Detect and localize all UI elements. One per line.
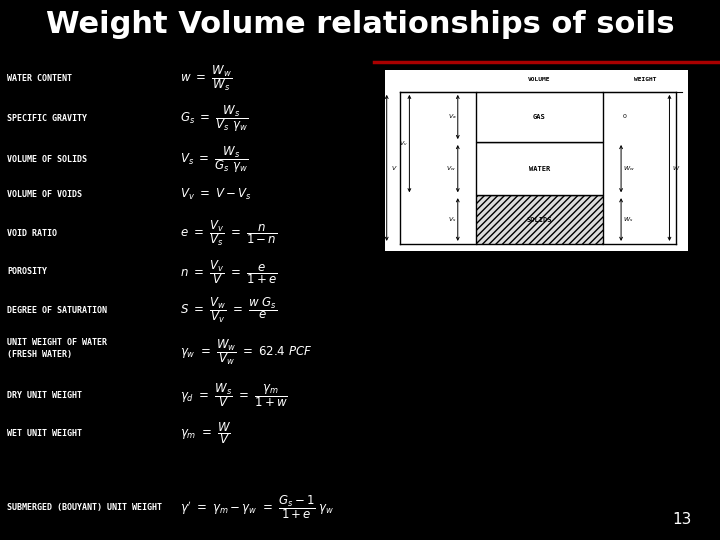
- Text: $V_a$: $V_a$: [448, 112, 456, 122]
- Text: $V_v$: $V_v$: [399, 139, 408, 148]
- Text: $V_s \ = \ \dfrac{W_s}{G_s \ \gamma_w}$: $V_s \ = \ \dfrac{W_s}{G_s \ \gamma_w}$: [180, 144, 248, 175]
- Text: $\gamma_d \ = \ \dfrac{W_s}{V} \ = \ \dfrac{\gamma_m}{1+w}$: $\gamma_d \ = \ \dfrac{W_s}{V} \ = \ \df…: [180, 381, 288, 409]
- Text: $W_s$: $W_s$: [623, 215, 633, 224]
- Text: $n \ = \ \dfrac{V_v}{V} \ = \ \dfrac{e}{1+e}$: $n \ = \ \dfrac{V_v}{V} \ = \ \dfrac{e}{…: [180, 258, 277, 286]
- Text: $\gamma' \ = \ \gamma_m - \gamma_w \ = \ \dfrac{G_s - 1}{1+e} \ \gamma_w$: $\gamma' \ = \ \gamma_m - \gamma_w \ = \…: [180, 494, 335, 522]
- Text: $\gamma_w \ = \ \dfrac{W_w}{V_w} \ = \ 62.4 \ PCF$: $\gamma_w \ = \ \dfrac{W_w}{V_w} \ = \ 6…: [180, 337, 312, 367]
- Text: WET UNIT WEIGHT: WET UNIT WEIGHT: [7, 429, 82, 437]
- Text: VOLUME OF VOIDS: VOLUME OF VOIDS: [7, 190, 82, 199]
- Text: $G_s \ = \ \dfrac{W_s}{V_s \ \gamma_w}$: $G_s \ = \ \dfrac{W_s}{V_s \ \gamma_w}$: [180, 103, 248, 134]
- Text: $V$: $V$: [391, 164, 397, 172]
- Text: $V_w$: $V_w$: [446, 164, 456, 173]
- Text: $W_w$: $W_w$: [623, 164, 634, 173]
- Text: 13: 13: [672, 511, 691, 526]
- Text: WATER CONTENT: WATER CONTENT: [7, 74, 72, 83]
- Text: WATER: WATER: [528, 166, 550, 172]
- Text: 0: 0: [623, 114, 626, 119]
- Text: VOID RATIO: VOID RATIO: [7, 229, 57, 238]
- Text: (FRESH WATER): (FRESH WATER): [7, 350, 72, 359]
- Bar: [476, 92, 603, 142]
- Bar: [385, 70, 688, 251]
- Text: SPECIFIC GRAVITY: SPECIFIC GRAVITY: [7, 114, 87, 123]
- Text: $w \ = \ \dfrac{W_w}{W_s}$: $w \ = \ \dfrac{W_w}{W_s}$: [180, 63, 233, 93]
- Text: GAS: GAS: [533, 114, 546, 120]
- Text: WEIGHT: WEIGHT: [634, 77, 657, 82]
- Bar: [476, 195, 603, 244]
- Text: DRY UNIT WEIGHT: DRY UNIT WEIGHT: [7, 391, 82, 400]
- Text: $\gamma_m \ = \ \dfrac{W}{V}$: $\gamma_m \ = \ \dfrac{W}{V}$: [180, 420, 231, 446]
- Text: POROSITY: POROSITY: [7, 267, 48, 276]
- Text: SOLIDS: SOLIDS: [526, 217, 552, 222]
- Bar: [476, 142, 603, 195]
- Text: $V_s$: $V_s$: [448, 215, 456, 224]
- Text: $e \ = \ \dfrac{V_v}{V_s} \ = \ \dfrac{n}{1-n}$: $e \ = \ \dfrac{V_v}{V_s} \ = \ \dfrac{n…: [180, 218, 277, 248]
- Text: VOLUME OF SOLIDS: VOLUME OF SOLIDS: [7, 155, 87, 164]
- Text: UNIT WEIGHT OF WATER: UNIT WEIGHT OF WATER: [7, 338, 107, 347]
- Text: $W$: $W$: [672, 164, 681, 172]
- Text: SUBMERGED (BOUYANT) UNIT WEIGHT: SUBMERGED (BOUYANT) UNIT WEIGHT: [7, 503, 162, 512]
- Text: VOLUME: VOLUME: [528, 77, 551, 82]
- Text: Weight Volume relationships of soils: Weight Volume relationships of soils: [45, 10, 675, 39]
- Text: $S \ = \ \dfrac{V_w}{V_v} \ = \ \dfrac{w \ G_s}{e}$: $S \ = \ \dfrac{V_w}{V_v} \ = \ \dfrac{w…: [180, 295, 277, 326]
- Text: DEGREE OF SATURATION: DEGREE OF SATURATION: [7, 306, 107, 315]
- Text: $V_v \ = \ V - V_s$: $V_v \ = \ V - V_s$: [180, 187, 252, 202]
